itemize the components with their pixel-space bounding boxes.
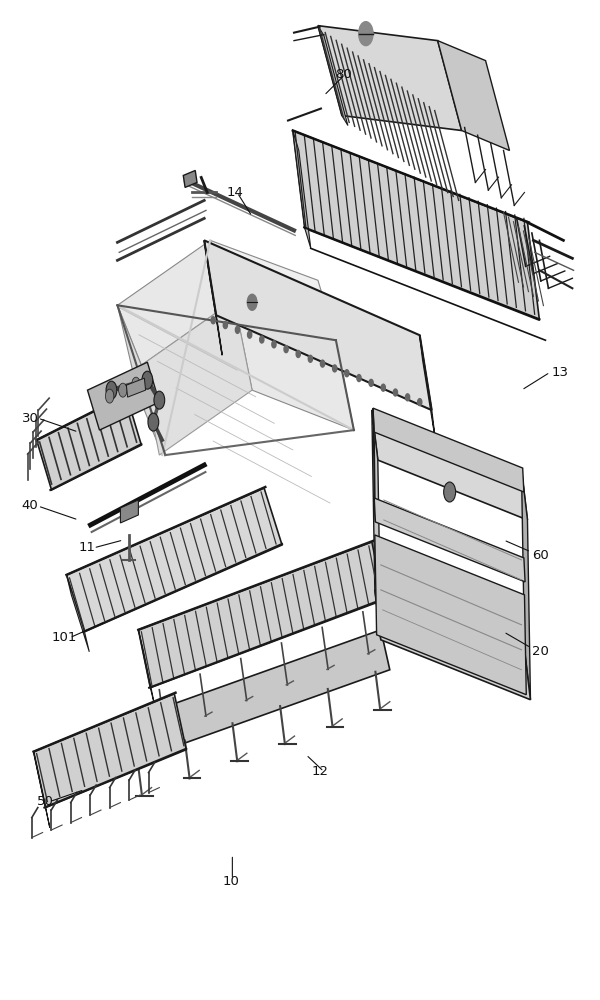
Polygon shape: [118, 305, 163, 455]
Polygon shape: [420, 335, 434, 435]
Text: 30: 30: [22, 412, 38, 425]
Circle shape: [235, 326, 239, 333]
Circle shape: [357, 375, 361, 382]
Circle shape: [369, 379, 373, 386]
Text: 10: 10: [222, 875, 239, 888]
Polygon shape: [318, 26, 348, 126]
Polygon shape: [210, 240, 336, 340]
Polygon shape: [293, 131, 539, 320]
Polygon shape: [234, 300, 354, 430]
Polygon shape: [34, 694, 186, 808]
Circle shape: [381, 384, 385, 391]
Circle shape: [132, 377, 140, 391]
Circle shape: [320, 360, 325, 367]
Text: 80: 80: [335, 68, 352, 81]
Polygon shape: [204, 240, 222, 355]
Polygon shape: [37, 395, 142, 490]
Polygon shape: [318, 26, 461, 131]
Polygon shape: [372, 410, 381, 640]
Circle shape: [284, 346, 288, 353]
Polygon shape: [139, 542, 384, 688]
Circle shape: [119, 383, 127, 397]
Polygon shape: [67, 488, 282, 632]
Polygon shape: [373, 408, 376, 522]
Circle shape: [359, 22, 373, 46]
Circle shape: [260, 336, 264, 343]
Polygon shape: [372, 410, 527, 520]
Circle shape: [345, 370, 349, 377]
Text: 11: 11: [79, 541, 95, 554]
Polygon shape: [130, 630, 390, 760]
Circle shape: [406, 394, 410, 401]
Polygon shape: [88, 362, 160, 430]
Polygon shape: [373, 408, 524, 492]
Polygon shape: [374, 498, 525, 582]
Circle shape: [154, 391, 165, 409]
Text: 40: 40: [22, 499, 38, 512]
Circle shape: [106, 381, 117, 399]
Polygon shape: [139, 630, 155, 708]
Circle shape: [247, 294, 257, 310]
Circle shape: [106, 389, 114, 403]
Polygon shape: [34, 752, 50, 828]
Circle shape: [394, 389, 398, 396]
Circle shape: [296, 350, 301, 357]
Circle shape: [211, 317, 215, 324]
Text: 20: 20: [532, 645, 549, 658]
Circle shape: [418, 399, 422, 406]
Polygon shape: [121, 500, 139, 523]
Polygon shape: [437, 41, 509, 150]
Circle shape: [332, 365, 337, 372]
Circle shape: [272, 341, 276, 348]
Circle shape: [142, 371, 153, 389]
Text: 60: 60: [532, 549, 549, 562]
Polygon shape: [142, 300, 252, 455]
Circle shape: [308, 355, 313, 362]
Polygon shape: [521, 470, 530, 700]
Text: 50: 50: [37, 795, 53, 808]
Polygon shape: [204, 240, 431, 410]
Polygon shape: [183, 170, 197, 187]
Circle shape: [443, 482, 455, 502]
Polygon shape: [127, 378, 146, 397]
Text: 14: 14: [227, 186, 244, 199]
Polygon shape: [293, 131, 311, 248]
Polygon shape: [67, 575, 89, 652]
Circle shape: [148, 413, 159, 431]
Polygon shape: [118, 240, 234, 365]
Text: 12: 12: [312, 765, 329, 778]
Polygon shape: [375, 535, 526, 695]
Text: 101: 101: [52, 631, 77, 644]
Circle shape: [223, 322, 227, 329]
Circle shape: [248, 331, 252, 338]
Polygon shape: [375, 590, 530, 700]
Text: 13: 13: [551, 366, 568, 379]
